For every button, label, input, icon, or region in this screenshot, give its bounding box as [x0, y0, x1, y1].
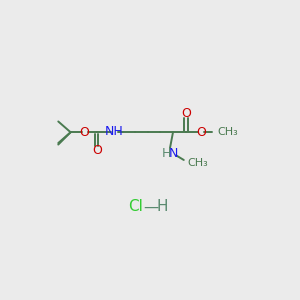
- Text: O: O: [80, 126, 89, 139]
- Text: N: N: [169, 147, 178, 160]
- Text: —: —: [143, 200, 158, 214]
- Text: CH₃: CH₃: [217, 127, 238, 137]
- Text: O: O: [92, 144, 102, 157]
- Text: NH: NH: [104, 125, 123, 138]
- Text: CH₃: CH₃: [188, 158, 208, 168]
- Text: H: H: [161, 147, 171, 160]
- Text: O: O: [181, 107, 191, 120]
- Text: H: H: [157, 200, 168, 214]
- Text: Cl: Cl: [128, 200, 143, 214]
- Text: O: O: [196, 126, 206, 139]
